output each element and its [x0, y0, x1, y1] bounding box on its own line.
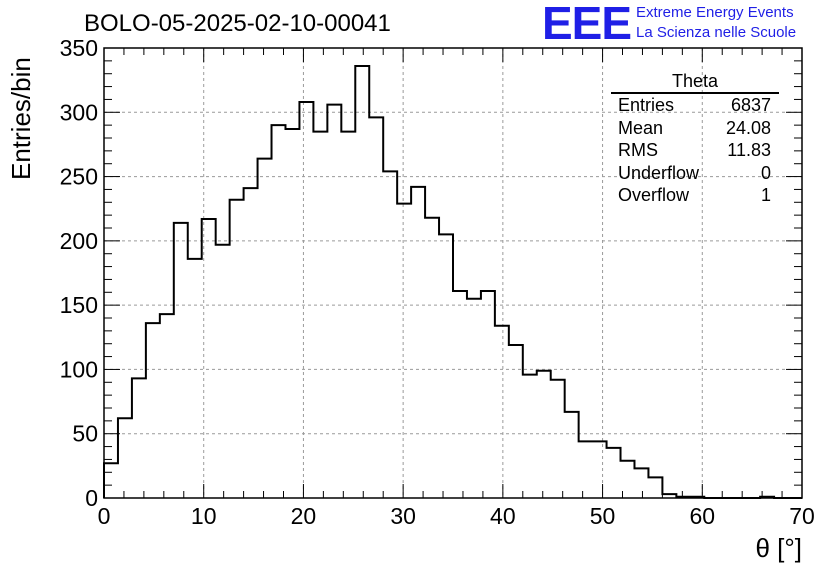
histogram-bin	[383, 171, 397, 498]
x-tick-label: 20	[291, 503, 317, 529]
x-tick-label: 0	[98, 503, 111, 529]
x-tick-label: 30	[390, 503, 416, 529]
histogram-bin	[118, 418, 132, 498]
stats-value: 24.08	[725, 117, 771, 138]
histogram-bin	[146, 323, 160, 498]
x-tick-label: 40	[490, 503, 516, 529]
histogram-bin	[327, 105, 341, 498]
histogram-bin	[411, 187, 425, 498]
stats-row-entries: Entries 6837	[611, 94, 779, 117]
histogram-bin	[453, 291, 467, 498]
histogram-bin	[579, 441, 593, 498]
histogram-bin	[369, 117, 383, 498]
x-tick-label: 70	[789, 503, 815, 529]
histogram-bin	[132, 378, 146, 498]
y-tick-label: 300	[60, 99, 98, 125]
histogram-bin	[174, 223, 188, 498]
stats-key: Mean	[618, 117, 664, 138]
histogram-bin	[299, 102, 313, 498]
histogram-bin	[104, 463, 118, 498]
histogram-bin	[216, 245, 230, 498]
histogram-bin	[272, 125, 286, 498]
x-axis-label: θ [°]	[755, 533, 802, 563]
stats-row-rms: RMS 11.83	[611, 139, 779, 162]
x-tick-label: 60	[689, 503, 715, 529]
y-tick-label: 0	[85, 485, 98, 511]
logo-text-line-1: Extreme Energy Events	[636, 4, 794, 21]
y-tick-label: 150	[60, 292, 98, 318]
y-tick-label: 200	[60, 228, 98, 254]
stats-value: 11.83	[727, 140, 771, 160]
y-tick-label: 100	[60, 356, 98, 382]
y-tick-label: 50	[72, 421, 98, 447]
logo-text-line-2: La Scienza nelle Scuole	[636, 24, 797, 41]
histogram-bin	[355, 66, 369, 498]
histogram-bin	[551, 380, 565, 498]
stats-key: Underflow	[618, 162, 700, 183]
stats-title: Theta	[611, 70, 779, 94]
stats-value: 0	[760, 162, 771, 183]
histogram-bin	[593, 441, 607, 498]
stats-row-underflow: Underflow 0	[611, 162, 779, 185]
stats-box: Theta Entries 6837 Mean 24.08 RMS 11.83 …	[611, 70, 779, 207]
histogram-bin	[160, 314, 174, 498]
y-tick-label: 350	[60, 35, 98, 61]
x-tick-label: 10	[191, 503, 217, 529]
histogram-bin	[285, 129, 299, 498]
stats-row-overflow: Overflow 1	[611, 184, 779, 207]
stats-key: Overflow	[618, 185, 690, 205]
histogram-bin	[397, 204, 411, 498]
stats-value: 1	[760, 185, 771, 205]
stats-value: 6837	[730, 95, 771, 115]
histogram-bin	[439, 234, 453, 498]
histogram-bin	[537, 371, 551, 498]
chart-title: BOLO-05-2025-02-10-00041	[84, 10, 391, 37]
histogram-bin	[313, 132, 327, 498]
histogram-bin	[425, 218, 439, 498]
histogram-bin	[607, 448, 621, 498]
histogram-bin	[523, 375, 537, 498]
histogram-bin	[188, 259, 202, 498]
histogram-bin	[509, 345, 523, 498]
histogram-bin	[495, 326, 509, 498]
histogram-outline	[103, 65, 802, 499]
histogram-bin	[258, 159, 272, 498]
histogram-bin	[341, 132, 355, 498]
histogram-bin	[648, 477, 662, 498]
eee-logo-icon: EEE	[542, 0, 632, 49]
y-tick-label: 250	[60, 164, 98, 190]
histogram-bin	[244, 188, 258, 498]
histogram-bin	[481, 291, 495, 498]
stats-row-mean: Mean 24.08	[611, 117, 779, 140]
stats-key: RMS	[618, 140, 658, 160]
histogram-bin	[467, 299, 481, 498]
x-tick-label: 50	[590, 503, 616, 529]
histogram-bin	[634, 468, 648, 498]
histogram-bin	[230, 200, 244, 498]
histogram-bin	[565, 412, 579, 498]
plot-frame	[103, 47, 803, 499]
stats-key: Entries	[618, 95, 675, 115]
